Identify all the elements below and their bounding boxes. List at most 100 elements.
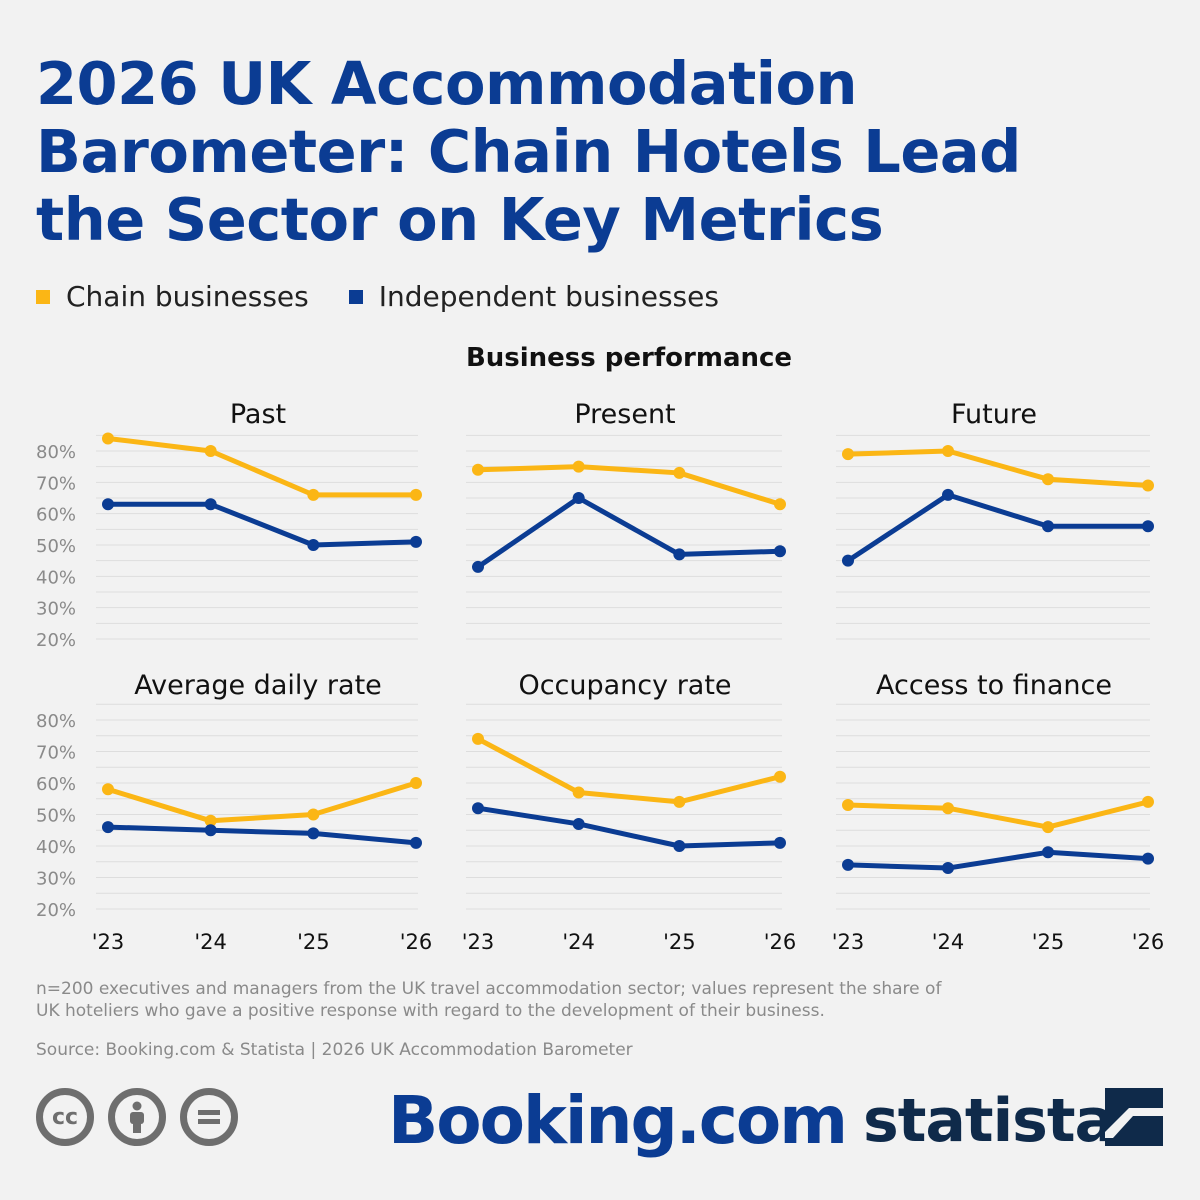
data-point-independent — [1042, 846, 1054, 859]
data-point-chain — [307, 808, 320, 821]
data-point-independent — [1142, 520, 1154, 533]
legend-swatch-independent — [348, 289, 363, 304]
data-point-chain — [204, 445, 217, 457]
data-point-independent — [1142, 852, 1154, 865]
data-point-chain — [307, 488, 320, 501]
attribution-figure — [115, 1095, 159, 1139]
data-point-independent — [307, 827, 320, 840]
data-point-chain — [842, 799, 854, 812]
data-point-chain — [572, 786, 585, 799]
data-point-chain — [1142, 795, 1154, 808]
data-point-independent — [472, 560, 484, 573]
booking-logo: Booking.com — [388, 1082, 848, 1159]
data-point-chain — [774, 498, 786, 511]
legend-label-chain: Chain businesses — [66, 280, 309, 313]
panel-title: Access to finance — [876, 670, 1112, 701]
series-line-chain — [845, 799, 1151, 830]
legend-swatch-chain — [36, 289, 50, 304]
page-title: 2026 UK Accommodation Barometer: Chain H… — [36, 49, 1021, 254]
data-point-independent — [842, 858, 854, 871]
data-point-chain — [204, 814, 217, 827]
footnote: n=200 executives and managers from the U… — [36, 979, 942, 1021]
data-point-independent — [102, 498, 114, 511]
x-tick-label: '25 — [663, 930, 696, 954]
data-point-chain — [1142, 479, 1154, 492]
data-point-chain — [410, 777, 422, 789]
data-point-independent — [472, 802, 484, 815]
statista-logo: statista — [863, 1086, 1115, 1156]
y-tick-label: 50% — [36, 536, 76, 557]
y-tick-label: 40% — [36, 837, 76, 858]
panel-title: Present — [574, 399, 675, 430]
x-tick-label: '25 — [297, 930, 330, 954]
data-point-chain — [673, 466, 686, 479]
series-line-independent — [845, 492, 1151, 564]
data-point-independent — [774, 545, 786, 558]
data-point-independent — [673, 840, 686, 852]
x-tick-label: '23 — [832, 930, 865, 954]
data-point-chain — [472, 732, 484, 745]
data-point-independent — [572, 817, 585, 830]
y-tick-label: 50% — [36, 806, 76, 827]
series-line-chain — [475, 736, 783, 805]
series-line-independent — [475, 495, 783, 570]
data-point-independent — [572, 492, 585, 504]
panel-title: Occupancy rate — [518, 670, 731, 701]
data-point-independent — [1042, 520, 1054, 533]
y-tick-label: 30% — [36, 599, 76, 620]
data-point-chain — [572, 460, 585, 473]
data-point-chain — [942, 445, 954, 457]
data-point-chain — [102, 432, 114, 445]
data-point-chain — [673, 795, 686, 808]
x-tick-label: '25 — [1032, 930, 1065, 954]
data-point-independent — [410, 836, 422, 849]
x-tick-label: '24 — [194, 930, 227, 954]
y-tick-label: 70% — [36, 743, 76, 764]
data-point-independent — [942, 488, 954, 501]
y-tick-label: 60% — [36, 505, 76, 526]
equals-sign — [187, 1095, 231, 1139]
y-tick-label: 20% — [36, 630, 76, 651]
series-line-chain — [475, 464, 783, 507]
panel-title: Past — [230, 399, 286, 430]
x-tick-label: '26 — [400, 930, 433, 954]
attribution-icon — [108, 1088, 166, 1146]
data-point-chain — [472, 463, 484, 476]
data-point-chain — [1042, 473, 1054, 486]
data-point-chain — [942, 802, 954, 815]
y-tick-label: 20% — [36, 900, 76, 921]
x-tick-label: '23 — [92, 930, 125, 954]
data-point-independent — [410, 535, 422, 548]
panel-title: Future — [951, 399, 1037, 430]
data-point-chain — [842, 448, 854, 461]
x-tick-label: '24 — [932, 930, 965, 954]
no-derivatives-icon — [180, 1088, 238, 1146]
panel-title: Average daily rate — [134, 670, 382, 701]
series-line-independent — [105, 501, 419, 548]
data-point-chain — [1042, 821, 1054, 834]
series-line-independent — [845, 849, 1151, 871]
data-point-independent — [307, 539, 320, 551]
legend-item-chain: Chain businesses — [36, 280, 309, 313]
y-tick-label: 60% — [36, 774, 76, 795]
legend-label-independent: Independent businesses — [378, 280, 719, 313]
series-line-chain — [105, 435, 419, 498]
source-line: Source: Booking.com & Statista | 2026 UK… — [36, 1040, 633, 1060]
data-point-independent — [673, 548, 686, 561]
legend-item-independent: Independent businesses — [348, 280, 719, 313]
creative-commons-icon: cc — [36, 1088, 94, 1146]
data-point-independent — [204, 824, 217, 837]
x-tick-label: '26 — [764, 930, 797, 954]
data-point-independent — [842, 554, 854, 567]
y-tick-label: 80% — [36, 711, 76, 732]
y-tick-label: 70% — [36, 473, 76, 494]
data-point-chain — [774, 770, 786, 783]
x-tick-label: '26 — [1132, 930, 1165, 954]
data-point-chain — [410, 488, 422, 501]
series-line-chain — [845, 448, 1151, 488]
data-point-independent — [204, 498, 217, 511]
data-point-independent — [942, 862, 954, 875]
statista-mark-icon — [1105, 1088, 1163, 1146]
legend: Chain businesses Independent businesses — [36, 280, 759, 313]
charts-grid: Past 80% 70% 60% 50% 40% 30% 20% Present Future Av… — [36, 399, 1165, 954]
